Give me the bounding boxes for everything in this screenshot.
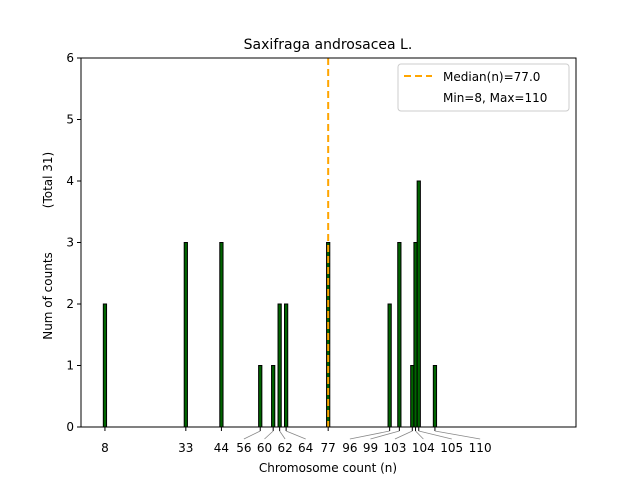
x-tick-leader	[279, 430, 286, 440]
legend-entry-median: Median(n)=77.0	[443, 70, 540, 84]
x-tick-label: 103	[384, 441, 407, 455]
bar	[387, 303, 392, 428]
x-tick-label: 99	[363, 441, 378, 455]
x-tick-leader	[264, 430, 274, 440]
y-tick-label: 3	[66, 236, 74, 250]
bar	[397, 242, 402, 428]
bar	[432, 365, 438, 428]
y-tick-label: 5	[66, 113, 74, 127]
x-tick-label: 96	[342, 441, 357, 455]
plot-frame	[80, 57, 577, 428]
x-tick-leader	[370, 430, 400, 440]
y-tick-label: 2	[66, 297, 74, 311]
y-tick-label: 4	[66, 174, 74, 188]
x-tick-label: 105	[440, 441, 463, 455]
y-tick-label: 6	[66, 51, 74, 65]
bar	[183, 242, 188, 428]
legend-box	[397, 63, 570, 112]
x-tick-leader	[285, 430, 306, 440]
x-tick-label: 64	[298, 441, 313, 455]
x-tick-label: 56	[236, 441, 251, 455]
y-tick-label: 1	[66, 359, 74, 373]
y-axis-total-label: (Total 31)	[41, 152, 55, 208]
bar	[277, 303, 282, 428]
x-tick-label: 62	[277, 441, 292, 455]
x-axis-label: Chromosome count (n)	[259, 461, 397, 475]
bar	[219, 242, 224, 428]
x-tick-leader	[415, 430, 424, 440]
x-tick-label: 8	[101, 441, 109, 455]
legend-entry-minmax: Min=8, Max=110	[443, 91, 547, 105]
x-tick-label: 77	[321, 441, 336, 455]
bar	[416, 180, 421, 428]
bar	[271, 365, 276, 428]
x-tick-leader	[394, 430, 413, 440]
bar	[102, 303, 108, 428]
y-tick-label: 0	[66, 420, 74, 434]
x-tick-leader	[418, 430, 452, 440]
x-tick-leader	[434, 430, 481, 440]
x-tick-label: 104	[412, 441, 435, 455]
x-tick-label: 33	[178, 441, 193, 455]
chart-title: Saxifraga androsacea L.	[244, 37, 413, 53]
bar	[284, 303, 289, 428]
bar	[258, 365, 263, 428]
x-tick-label: 60	[257, 441, 272, 455]
x-tick-label: 44	[214, 441, 229, 455]
y-axis-label: Num of counts	[41, 252, 55, 340]
x-tick-label: 110	[469, 441, 492, 455]
x-tick-leader	[243, 430, 261, 440]
x-tick-leader	[349, 430, 390, 440]
legend: Median(n)=77.0 Min=8, Max=110	[397, 63, 570, 112]
